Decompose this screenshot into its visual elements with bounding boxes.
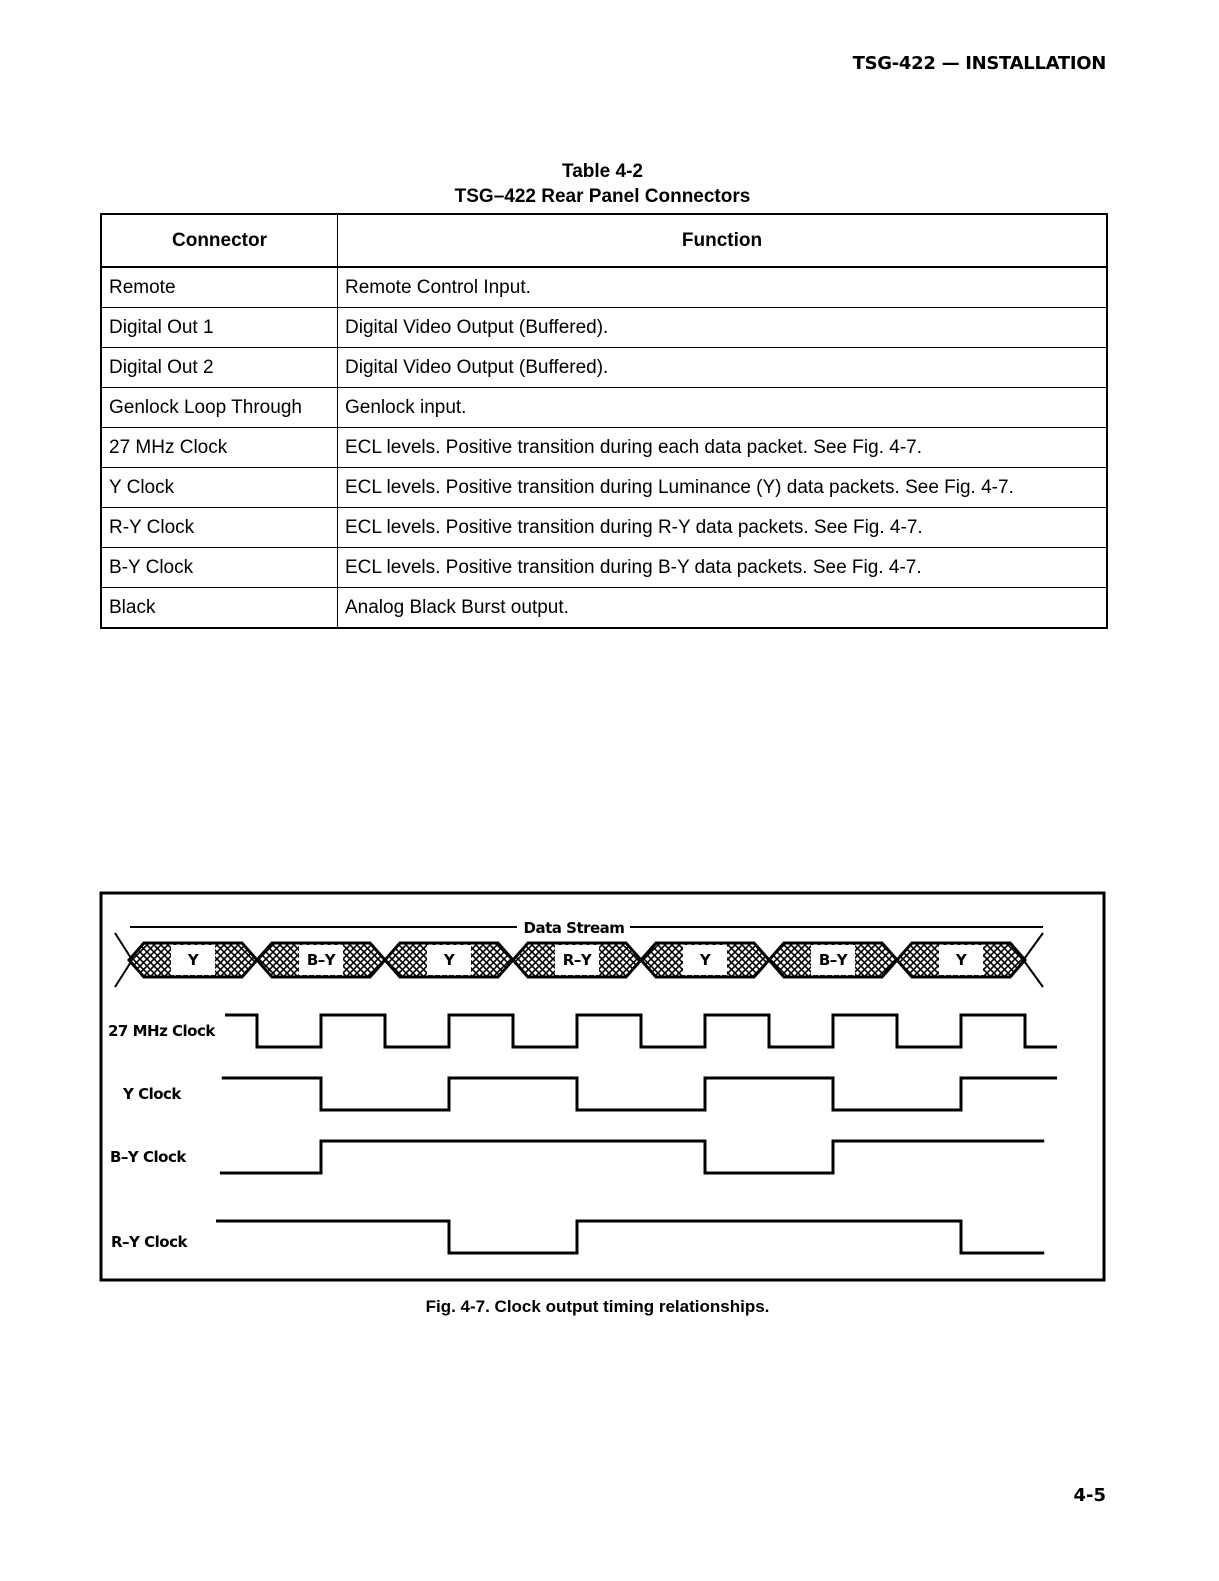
column-header-function: Function [337, 213, 1108, 268]
connector-cell: Genlock Loop Through [100, 387, 338, 428]
connector-cell: Digital Out 2 [100, 347, 338, 388]
function-cell: Digital Video Output (Buffered). [337, 307, 1108, 348]
packet-label-bg [811, 945, 855, 975]
function-cell: ECL levels. Positive transition during L… [337, 467, 1108, 508]
packet-label: Y [187, 951, 200, 969]
table-row: Digital Out 1 Digital Video Output (Buffe… [100, 307, 1108, 348]
packet-label-bg [683, 945, 727, 975]
signal-label: 27 MHz Clock [108, 1022, 216, 1040]
table-row: R-Y Clock ECL levels. Positive transition… [100, 507, 1108, 548]
connector-cell: B-Y Clock [100, 547, 338, 588]
running-head: TSG-422 — INSTALLATION [852, 53, 1107, 74]
page-number: 4-5 [1073, 1485, 1106, 1506]
packet-label-bg [427, 945, 471, 975]
packet-label-bg [299, 945, 343, 975]
waveform-2 [219, 1139, 1045, 1175]
table-row: Y Clock ECL levels. Positive transition d… [100, 467, 1108, 508]
table-row: 27 MHz Clock ECL levels. Positive transit… [100, 427, 1108, 468]
packet-label-bg [171, 945, 215, 975]
connector-cell: Remote [100, 266, 338, 308]
packet-label: B–Y [819, 951, 849, 969]
connectors-table: Connector Function Remote Remote Control … [100, 213, 1108, 629]
function-cell: ECL levels. Positive transition during R… [337, 507, 1108, 548]
table-number: Table 4-2 [562, 161, 643, 182]
signal-label: Y Clock [122, 1085, 182, 1103]
packet-label: B–Y [307, 951, 337, 969]
packet-label: Y [443, 951, 456, 969]
figure-caption: Fig. 4-7. Clock output timing relationsh… [425, 1297, 770, 1316]
data-stream-label: Data Stream [524, 919, 625, 937]
connector-cell: Digital Out 1 [100, 307, 338, 348]
column-header-connector: Connector [100, 213, 338, 268]
table-header-row: Connector Function [100, 213, 1108, 268]
function-cell: Analog Black Burst output. [337, 587, 1108, 629]
function-cell: ECL levels. Positive transition during e… [337, 427, 1108, 468]
waveform-3 [216, 1219, 1045, 1255]
waveform-1 [221, 1076, 1057, 1112]
connector-cell: Y Clock [100, 467, 338, 508]
packet-label: Y [955, 951, 968, 969]
function-cell: Digital Video Output (Buffered). [337, 347, 1108, 388]
connector-cell: R-Y Clock [100, 507, 338, 548]
function-cell: ECL levels. Positive transition during B… [337, 547, 1108, 588]
connector-cell: 27 MHz Clock [100, 427, 338, 468]
signal-label: R–Y Clock [111, 1233, 188, 1251]
table-title: TSG–422 Rear Panel Connectors [454, 186, 751, 207]
table-row: Digital Out 2 Digital Video Output (Buffe… [100, 347, 1108, 388]
packet-label: R–Y [563, 951, 593, 969]
table-row: Remote Remote Control Input. [100, 266, 1108, 308]
packet-label-bg [939, 945, 983, 975]
packet-cross-end [1010, 942, 1044, 988]
table-row: B-Y Clock ECL levels. Positive transition… [100, 547, 1108, 588]
signal-label: B–Y Clock [110, 1148, 187, 1166]
figure-frame [99, 891, 1106, 1282]
packet-label-bg [555, 945, 599, 975]
table-row: Black Analog Black Burst output. [100, 587, 1108, 629]
function-cell: Remote Control Input. [337, 266, 1108, 308]
connector-cell: Black [100, 587, 338, 629]
waveform-0 [225, 1013, 1057, 1049]
packet-cross-end [1010, 932, 1044, 978]
packet-label: Y [699, 951, 712, 969]
